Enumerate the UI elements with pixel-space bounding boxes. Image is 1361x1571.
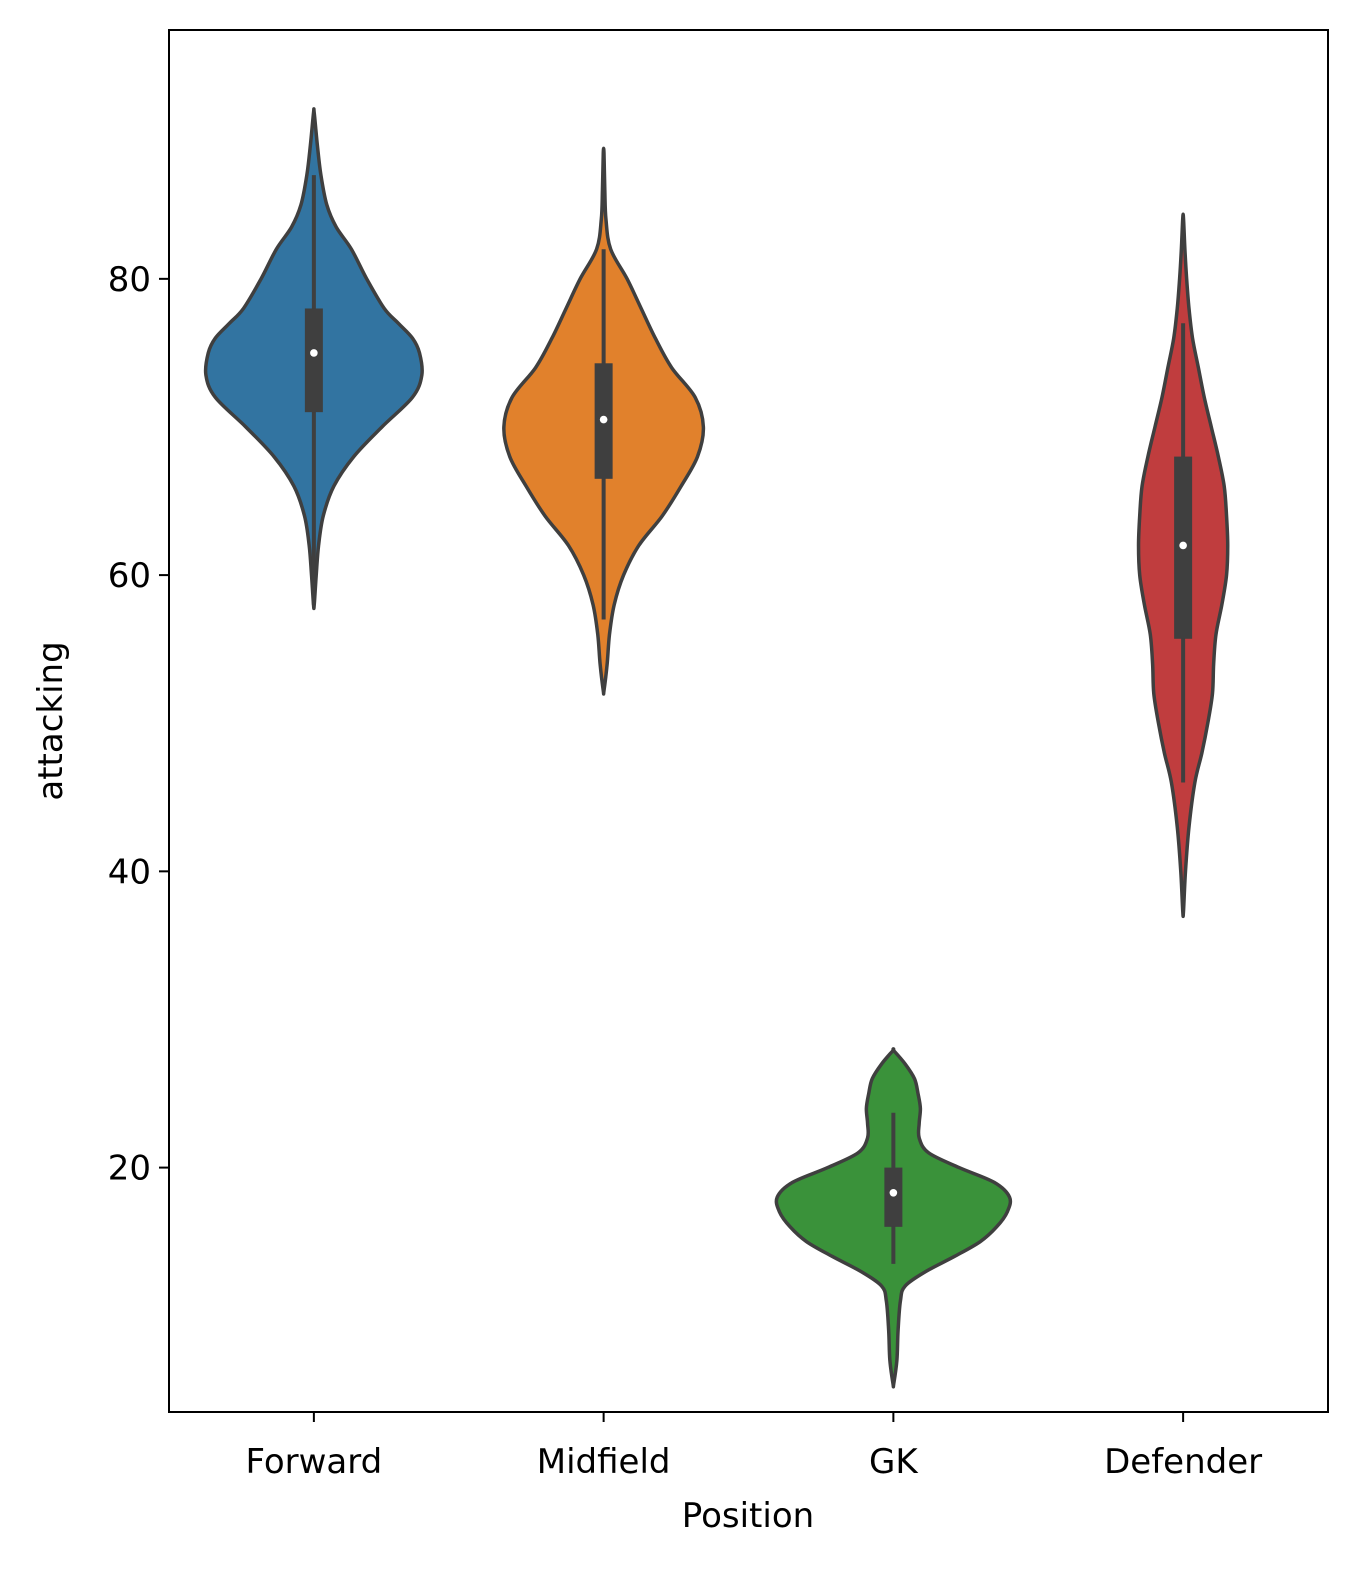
x-tick-label: GK — [869, 1442, 919, 1482]
x-tick-label: Midfield — [537, 1442, 671, 1482]
median-dot-forward — [310, 349, 318, 357]
x-axis: Forward Midfield GK Defender — [246, 1412, 1262, 1482]
violins-layer — [203, 107, 1230, 1389]
x-axis-label: Position — [682, 1496, 814, 1536]
y-axis: 20 40 60 80 — [108, 260, 169, 1189]
y-tick-label: 80 — [108, 260, 151, 300]
y-tick-label: 20 — [108, 1149, 151, 1189]
median-dot-defender — [1179, 541, 1187, 550]
x-tick-label: Forward — [246, 1442, 383, 1482]
median-dot-gk — [889, 1188, 898, 1197]
iqr-box-gk — [884, 1167, 903, 1227]
iqr-box-forward — [304, 308, 323, 413]
x-tick-label: Defender — [1104, 1442, 1262, 1482]
y-tick-label: 60 — [108, 556, 151, 596]
y-tick-label: 40 — [108, 852, 151, 892]
y-axis-label: attacking — [31, 641, 71, 800]
plot-background — [169, 30, 1328, 1412]
median-dot-midfield — [599, 415, 608, 424]
plot-frame — [168, 29, 1329, 1413]
